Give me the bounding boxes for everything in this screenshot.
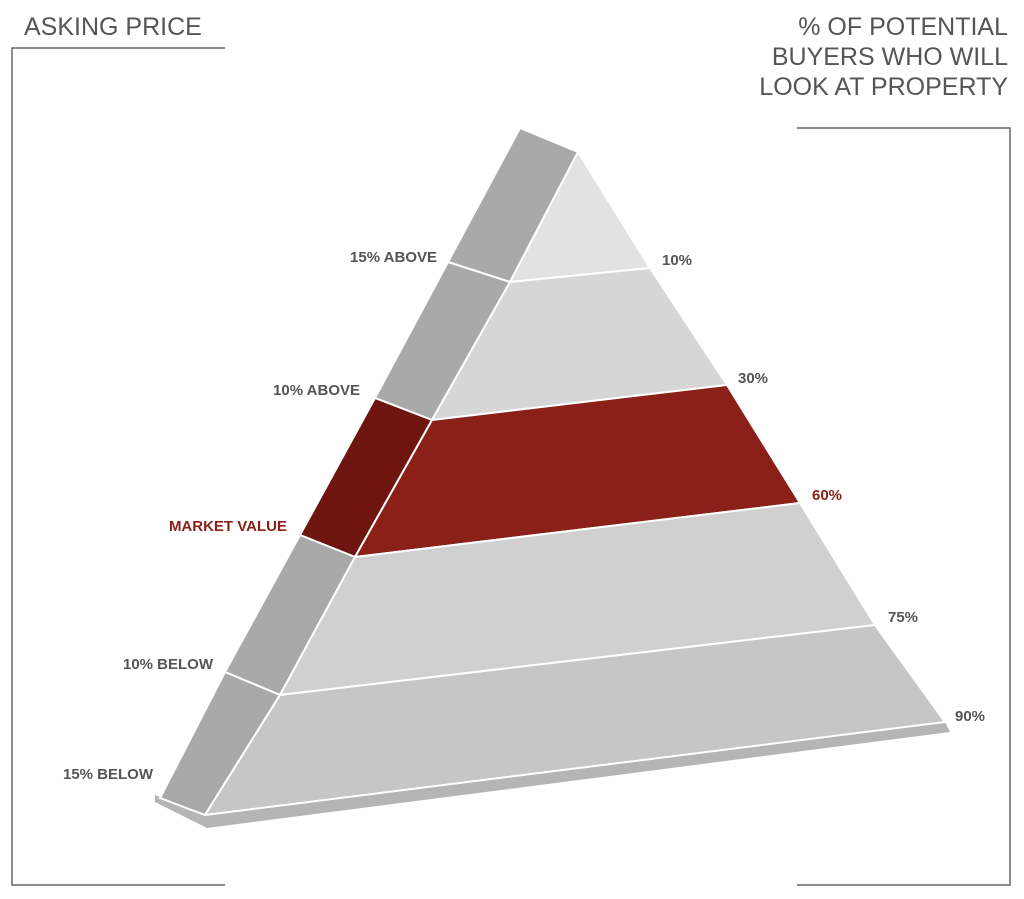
front-band [203, 623, 947, 817]
left-bracket [11, 47, 225, 886]
left-header: ASKING PRICE [24, 13, 202, 41]
right-bracket [797, 127, 1011, 886]
price-label: 15% ABOVE [350, 249, 437, 266]
right-header-line: BUYERS WHO WILL [772, 43, 1008, 71]
right-header-line: % OF POTENTIAL [798, 13, 1008, 41]
base [155, 722, 950, 828]
price-label: 15% BELOW [63, 766, 154, 783]
buyers-label: 60% [812, 487, 842, 504]
right-header-line: LOOK AT PROPERTY [759, 73, 1008, 101]
price-label: 10% ABOVE [273, 382, 360, 399]
buyers-label: 10% [662, 252, 692, 269]
buyers-label: 90% [955, 708, 985, 725]
price-label: 10% BELOW [123, 656, 214, 673]
buyers-label: 75% [888, 609, 918, 626]
buyers-label: 30% [738, 370, 768, 387]
price-label: MARKET VALUE [169, 518, 287, 535]
